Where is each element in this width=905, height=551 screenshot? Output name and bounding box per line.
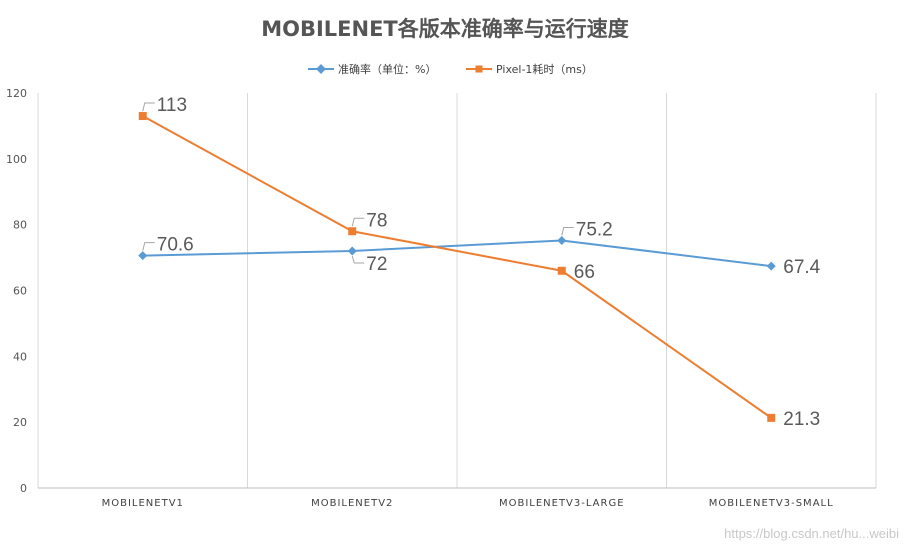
legend-latency-marker	[475, 65, 483, 73]
data-label-leader	[142, 102, 155, 112]
series-line	[142, 115, 772, 419]
legend-item-latency: Pixel-1耗时（ms）	[466, 63, 593, 76]
y-tick-label: 40	[13, 350, 27, 363]
y-tick-label: 120	[6, 87, 27, 100]
legend-item-accuracy: 准确率（单位：%）	[308, 62, 436, 76]
data-label: 78	[366, 210, 387, 231]
data-label: 113	[157, 95, 187, 116]
data-label-leader	[142, 242, 155, 251]
data-label: 72	[366, 254, 387, 275]
series-line	[142, 239, 772, 268]
legend: 准确率（单位：%） Pixel-1耗时（ms）	[308, 62, 593, 76]
data-point-marker	[138, 112, 147, 121]
grid	[37, 93, 877, 489]
data-point-marker	[767, 413, 776, 422]
data-point-marker	[557, 235, 567, 245]
data-label: 70.6	[157, 235, 194, 256]
y-tick-label: 20	[13, 416, 27, 429]
y-tick-label: 0	[20, 482, 27, 495]
data-label: 21.3	[783, 409, 820, 430]
data-label: 66	[574, 262, 595, 283]
chart-title: MOBILENET各版本准确率与运行速度	[261, 17, 629, 41]
data-point-marker	[348, 227, 357, 236]
data-point-marker	[557, 266, 566, 275]
data-label-leader	[561, 226, 574, 236]
x-category-label: MOBILENETV2	[311, 498, 393, 509]
data-point-marker	[138, 251, 148, 261]
y-tick-label: 60	[13, 285, 27, 298]
data-point-marker	[766, 261, 776, 271]
data-label-leader	[351, 255, 365, 264]
watermark: https://blog.csdn.net/hu...weibi	[724, 526, 899, 541]
data-point-marker	[347, 246, 357, 256]
data-label: 67.4	[783, 257, 820, 278]
legend-latency-label: Pixel-1耗时（ms）	[496, 63, 593, 76]
data-label: 75.2	[576, 219, 613, 240]
x-category-label: MOBILENETV3-LARGE	[499, 498, 625, 509]
legend-accuracy-marker	[316, 64, 326, 74]
data-label-leader	[351, 217, 365, 227]
y-tick-label: 80	[13, 219, 27, 232]
x-category-label: MOBILENETV3-SMALL	[709, 498, 834, 509]
y-tick-label: 100	[6, 153, 27, 166]
x-category-label: MOBILENETV1	[102, 498, 184, 509]
y-axis-ticks: 0 20 40 60 80 100 120	[6, 87, 27, 495]
legend-accuracy-label: 准确率（单位：%）	[338, 62, 436, 76]
data-labels: 70.6 72 75.2 67.4 113 78 66 21.3	[142, 95, 821, 430]
x-axis-categories: MOBILENETV1 MOBILENETV2 MOBILENETV3-LARGE M…	[102, 498, 834, 509]
